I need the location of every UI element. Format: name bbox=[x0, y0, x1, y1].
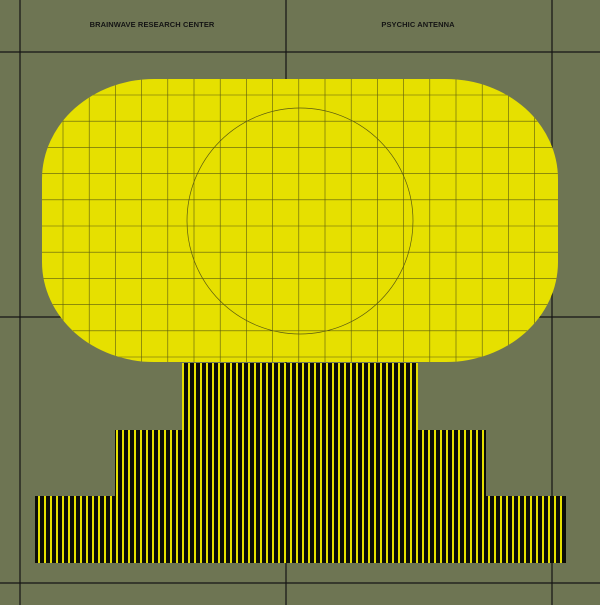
yellow-stripe bbox=[104, 496, 106, 563]
yellow-stripe bbox=[368, 363, 370, 563]
yellow-stripe bbox=[374, 363, 376, 563]
yellow-stripe bbox=[356, 363, 358, 563]
yellow-stripe bbox=[272, 363, 274, 563]
circle-outline bbox=[186, 107, 414, 335]
yellow-stripe bbox=[230, 363, 232, 563]
yellow-stripe bbox=[494, 496, 496, 563]
yellow-stripe bbox=[248, 363, 250, 563]
yellow-stripe bbox=[200, 363, 202, 563]
album-title: PSYCHIC ANTENNA bbox=[381, 20, 455, 29]
yellow-stripe bbox=[224, 363, 226, 563]
yellow-stripe bbox=[446, 430, 448, 563]
yellow-stripe bbox=[68, 496, 70, 563]
yellow-stripe bbox=[152, 430, 154, 563]
stripe-tier-background bbox=[35, 496, 566, 563]
yellow-stripe bbox=[92, 496, 94, 563]
artist-name: BRAINWAVE RESEARCH CENTER bbox=[89, 20, 215, 29]
yellow-stripe bbox=[50, 496, 52, 563]
yellow-stripe bbox=[560, 496, 562, 563]
yellow-stripe bbox=[302, 363, 304, 563]
yellow-stripe bbox=[206, 363, 208, 563]
yellow-stripe bbox=[98, 496, 100, 563]
yellow-stripe bbox=[554, 496, 556, 563]
yellow-stripe bbox=[488, 496, 490, 563]
yellow-stripe bbox=[524, 496, 526, 563]
yellow-stripe bbox=[170, 430, 172, 563]
yellow-stripe bbox=[260, 363, 262, 563]
yellow-stripe bbox=[218, 363, 220, 563]
yellow-stripe bbox=[530, 496, 532, 563]
yellow-stripe bbox=[476, 430, 478, 563]
yellow-stripe bbox=[176, 430, 178, 563]
yellow-stripe bbox=[518, 496, 520, 563]
yellow-stripe bbox=[266, 363, 268, 563]
yellow-stripe bbox=[158, 430, 160, 563]
yellow-stripe bbox=[242, 363, 244, 563]
yellow-stripe bbox=[482, 430, 484, 563]
yellow-stripe bbox=[146, 430, 148, 563]
yellow-stripe bbox=[314, 363, 316, 563]
yellow-stripe bbox=[56, 496, 58, 563]
yellow-stripe bbox=[464, 430, 466, 563]
yellow-stripe bbox=[338, 363, 340, 563]
yellow-stripe bbox=[416, 363, 418, 563]
yellow-stripe bbox=[38, 496, 40, 563]
yellow-stripe bbox=[350, 363, 352, 563]
yellow-stripe bbox=[422, 430, 424, 563]
yellow-stripe bbox=[470, 430, 472, 563]
yellow-stripe bbox=[428, 430, 430, 563]
yellow-stripe bbox=[44, 496, 46, 563]
yellow-stripe bbox=[512, 496, 514, 563]
yellow-stripe bbox=[320, 363, 322, 563]
yellow-stripe bbox=[284, 363, 286, 563]
yellow-stripe bbox=[62, 496, 64, 563]
yellow-stripe bbox=[344, 363, 346, 563]
yellow-stripe bbox=[278, 363, 280, 563]
yellow-stripe bbox=[332, 363, 334, 563]
yellow-stripe bbox=[500, 496, 502, 563]
yellow-stripe bbox=[542, 496, 544, 563]
pill-grid bbox=[42, 79, 558, 362]
yellow-stripe bbox=[128, 430, 130, 563]
yellow-stripe bbox=[188, 363, 190, 563]
yellow-stripe bbox=[212, 363, 214, 563]
pill-shape bbox=[42, 79, 558, 362]
yellow-stripe bbox=[506, 496, 508, 563]
yellow-stripe bbox=[458, 430, 460, 563]
yellow-stripe bbox=[236, 363, 238, 563]
yellow-stripe bbox=[362, 363, 364, 563]
yellow-stripe bbox=[134, 430, 136, 563]
yellow-stripe bbox=[398, 363, 400, 563]
yellow-stripe bbox=[386, 363, 388, 563]
yellow-stripe bbox=[434, 430, 436, 563]
yellow-stripe bbox=[410, 363, 412, 563]
yellow-stripe bbox=[140, 430, 142, 563]
yellow-stripe bbox=[182, 363, 184, 563]
yellow-stripe bbox=[122, 430, 124, 563]
yellow-stripe bbox=[392, 363, 394, 563]
yellow-stripe bbox=[536, 496, 538, 563]
yellow-stripe bbox=[80, 496, 82, 563]
yellow-stripe bbox=[308, 363, 310, 563]
yellow-stripe bbox=[194, 363, 196, 563]
yellow-stripe bbox=[290, 363, 292, 563]
yellow-stripe bbox=[326, 363, 328, 563]
yellow-stripe bbox=[254, 363, 256, 563]
yellow-stripe bbox=[86, 496, 88, 563]
yellow-stripe bbox=[296, 363, 298, 563]
yellow-stripe bbox=[404, 363, 406, 563]
yellow-stripe bbox=[380, 363, 382, 563]
striped-stepped-base bbox=[35, 363, 566, 563]
yellow-stripe bbox=[116, 430, 118, 563]
yellow-stripe bbox=[164, 430, 166, 563]
yellow-stripe bbox=[74, 496, 76, 563]
yellow-stripe bbox=[440, 430, 442, 563]
yellow-stripe bbox=[452, 430, 454, 563]
yellow-stripe bbox=[548, 496, 550, 563]
yellow-stripe bbox=[110, 496, 112, 563]
yellow-grid-pill bbox=[42, 79, 558, 362]
